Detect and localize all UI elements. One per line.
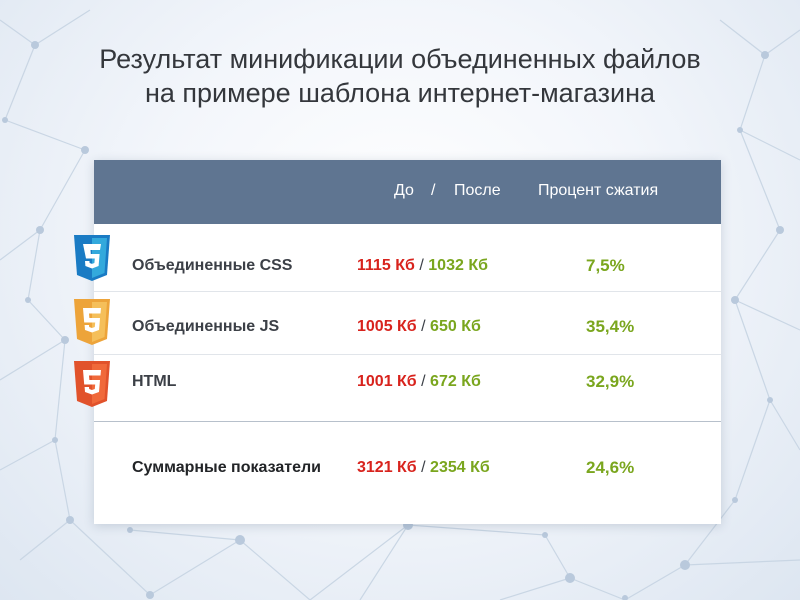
row-js-percent: 35,4% bbox=[586, 317, 635, 336]
header-separator: / bbox=[431, 182, 436, 199]
title-line-1: Результат минификации объединенных файло… bbox=[99, 44, 701, 74]
row-css-percent: 7,5% bbox=[586, 256, 625, 275]
header-before: До bbox=[394, 182, 414, 199]
total-percent: 24,6% bbox=[586, 458, 635, 477]
row-js-slash: / bbox=[421, 318, 426, 335]
total-label: Суммарные показатели bbox=[132, 459, 321, 476]
header-percent: Процент сжатия bbox=[538, 182, 659, 199]
row-html-before: 1001 Кб bbox=[357, 373, 417, 390]
row-css-before: 1115 Кб bbox=[357, 257, 415, 274]
table-header: До / После Процент сжатия bbox=[94, 160, 721, 224]
css3-icon bbox=[74, 235, 110, 281]
row-js-after: 650 Кб bbox=[430, 318, 481, 335]
total-before: 3121 Кб bbox=[357, 459, 417, 476]
total-slash: / bbox=[421, 459, 426, 476]
header-after: После bbox=[454, 182, 501, 199]
html5-icon bbox=[74, 361, 110, 407]
row-css-after: 1032 Кб bbox=[428, 257, 488, 274]
row-js-label: Объединенные JS bbox=[132, 318, 280, 335]
total-divider bbox=[94, 421, 721, 422]
row-divider bbox=[94, 291, 721, 292]
js-icon bbox=[74, 299, 110, 345]
total-sizes: 3121 Кб / 2354 Кб bbox=[357, 459, 490, 477]
row-divider bbox=[94, 354, 721, 355]
title-line-2: на примере шаблона интернет-магазина bbox=[144, 78, 656, 108]
results-table: До / После Процент сжатия Объединенные C… bbox=[94, 160, 721, 524]
row-html-percent: 32,9% bbox=[586, 372, 635, 391]
total-after: 2354 Кб bbox=[430, 459, 490, 476]
row-css-sizes: 1115 Кб / 1032 Кб bbox=[357, 257, 488, 275]
row-js-sizes: 1005 Кб / 650 Кб bbox=[357, 318, 481, 336]
page-title: Результат минификации объединенных файло… bbox=[0, 42, 800, 110]
row-html-label: HTML bbox=[132, 373, 177, 390]
row-html-sizes: 1001 Кб / 672 Кб bbox=[357, 373, 481, 391]
row-js-before: 1005 Кб bbox=[357, 318, 417, 335]
row-css-label: Объединенные CSS bbox=[132, 257, 293, 274]
row-css-slash: / bbox=[419, 257, 424, 274]
row-html-after: 672 Кб bbox=[430, 373, 481, 390]
row-html-slash: / bbox=[421, 373, 426, 390]
